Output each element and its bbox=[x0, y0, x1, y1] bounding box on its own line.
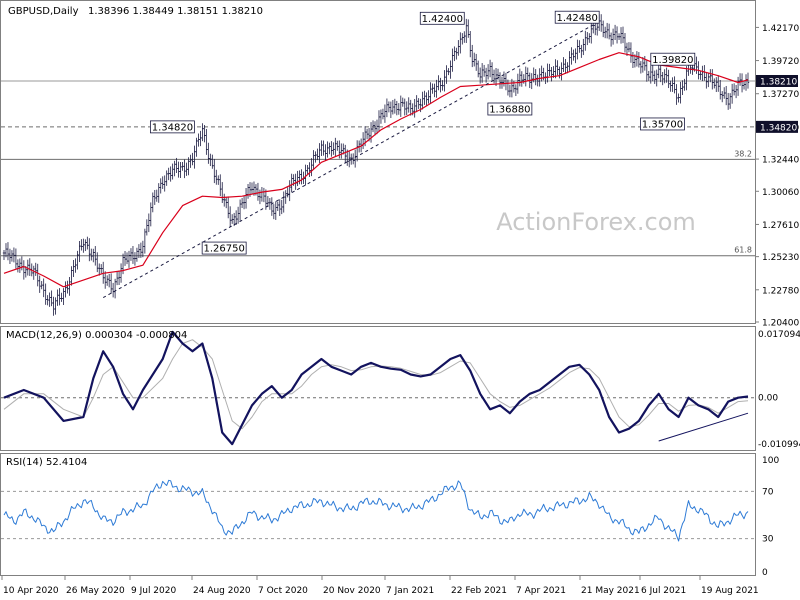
macd-y-tick-label: -0.010994 bbox=[758, 440, 800, 450]
price-annotation-box bbox=[149, 120, 195, 134]
price-annotation-label: 1.35700 bbox=[642, 120, 683, 131]
price-annotation-box bbox=[650, 52, 696, 66]
x-axis: 10 Apr 2020 26 May 2020 9 Jul 2020 24 Aug 2… bbox=[1, 576, 759, 596]
rsi-main-line bbox=[3, 479, 749, 542]
macd-signal-line bbox=[3, 339, 749, 430]
price-panel-frame bbox=[0, 0, 756, 324]
price-annotations: 1.42400 1.42480 1.39820 1.36880 1.35700 1.348… bbox=[149, 10, 696, 255]
price-annotation-label: 1.42480 bbox=[557, 13, 598, 24]
price-annotation-label: 1.36880 bbox=[489, 105, 530, 116]
symbol-label: GBPUSD,Daily bbox=[8, 6, 79, 17]
price-annotation-label: 1.34820 bbox=[152, 122, 193, 133]
price-axis-highlight-box bbox=[756, 74, 798, 87]
macd-main-line bbox=[3, 330, 749, 446]
y-tick-label: 1.42170 bbox=[762, 24, 799, 34]
fib-level-label: 61.8 bbox=[734, 246, 752, 255]
price-annotation-box bbox=[487, 102, 533, 116]
x-tick-label: 9 Jul 2020 bbox=[131, 586, 176, 596]
y-tick-label: 1.32440 bbox=[762, 156, 799, 166]
y-tick-label: 1.25230 bbox=[762, 253, 799, 263]
y-tick-label: 1.27610 bbox=[762, 221, 799, 231]
rsi-levels bbox=[1, 490, 755, 540]
x-tick-label: 7 Apr 2021 bbox=[516, 586, 566, 596]
x-tick-label: 26 May 2020 bbox=[66, 586, 125, 596]
price-annotation-label: 1.42400 bbox=[422, 14, 463, 25]
x-tick-label: 19 Aug 2021 bbox=[701, 586, 759, 596]
watermark: ActionForex.com bbox=[496, 208, 696, 236]
rsi-line bbox=[3, 479, 749, 542]
y-tick-label: 1.39720 bbox=[762, 57, 799, 67]
rsi-y-tick-label: 0 bbox=[762, 568, 768, 578]
x-tick-label: 10 Apr 2020 bbox=[3, 586, 59, 596]
macd-title: MACD(12,26,9) 0.000304 -0.000804 bbox=[6, 330, 187, 341]
price-annotation-box bbox=[201, 241, 247, 255]
rsi-y-tick-label: 30 bbox=[762, 535, 774, 545]
price-trendline bbox=[102, 21, 600, 299]
price-y-axis: 1.42170 1.39720 1.37270 1.34820 1.32440 1.300… bbox=[755, 24, 799, 329]
y-tick-label: 1.20400 bbox=[762, 319, 799, 329]
price-axis-highlight-label: 1.38210 bbox=[760, 77, 797, 87]
rsi-y-axis: 100 70 30 0 bbox=[762, 456, 779, 578]
y-tick-label: 1.37270 bbox=[762, 90, 799, 100]
macd-y-tick-label: 0.017094 bbox=[758, 330, 800, 340]
price-header: GBPUSD,Daily 1.38396 1.38449 1.38151 1.3… bbox=[8, 6, 263, 17]
price-candles bbox=[2, 14, 750, 316]
ohlc-label: 1.38396 1.38449 1.38151 1.38210 bbox=[88, 6, 263, 17]
y-tick-label: 1.30060 bbox=[762, 188, 799, 198]
price-axis-highlight-label: 1.34820 bbox=[760, 123, 797, 133]
price-annotation-label: 1.26750 bbox=[203, 244, 244, 255]
price-annotation-box bbox=[554, 10, 600, 24]
macd-y-axis: 0.017094 0.00 -0.010994 bbox=[758, 330, 800, 450]
x-tick-label: 22 Feb 2021 bbox=[451, 586, 507, 596]
macd-lines bbox=[3, 330, 749, 446]
x-tick-label: 7 Oct 2020 bbox=[258, 586, 308, 596]
price-axis-highlight-box bbox=[756, 120, 798, 133]
macd-y-tick-label: 0.00 bbox=[758, 394, 778, 404]
macd-trendline bbox=[658, 412, 749, 442]
price-annotation-box bbox=[640, 117, 685, 131]
rsi-y-tick-label: 100 bbox=[762, 456, 779, 466]
rsi-panel-frame bbox=[0, 453, 756, 576]
y-tick-label: 1.22780 bbox=[762, 286, 799, 296]
x-tick-label: 7 Jan 2021 bbox=[386, 586, 434, 596]
price-annotation-box bbox=[419, 11, 465, 25]
price-overlay-lines bbox=[3, 21, 749, 299]
price-annotation-label: 1.39820 bbox=[652, 55, 693, 66]
x-tick-label: 21 May 2021 bbox=[581, 586, 640, 596]
fib-level-label: 38.2 bbox=[734, 149, 752, 158]
x-tick-label: 6 Jul 2021 bbox=[641, 586, 686, 596]
x-tick-label: 20 Nov 2020 bbox=[323, 586, 381, 596]
macd-panel-frame bbox=[0, 326, 756, 451]
moving-average-line bbox=[3, 52, 749, 288]
rsi-y-tick-label: 70 bbox=[762, 487, 774, 497]
rsi-title: RSI(14) 52.4104 bbox=[6, 457, 87, 468]
x-tick-label: 24 Aug 2020 bbox=[193, 586, 251, 596]
